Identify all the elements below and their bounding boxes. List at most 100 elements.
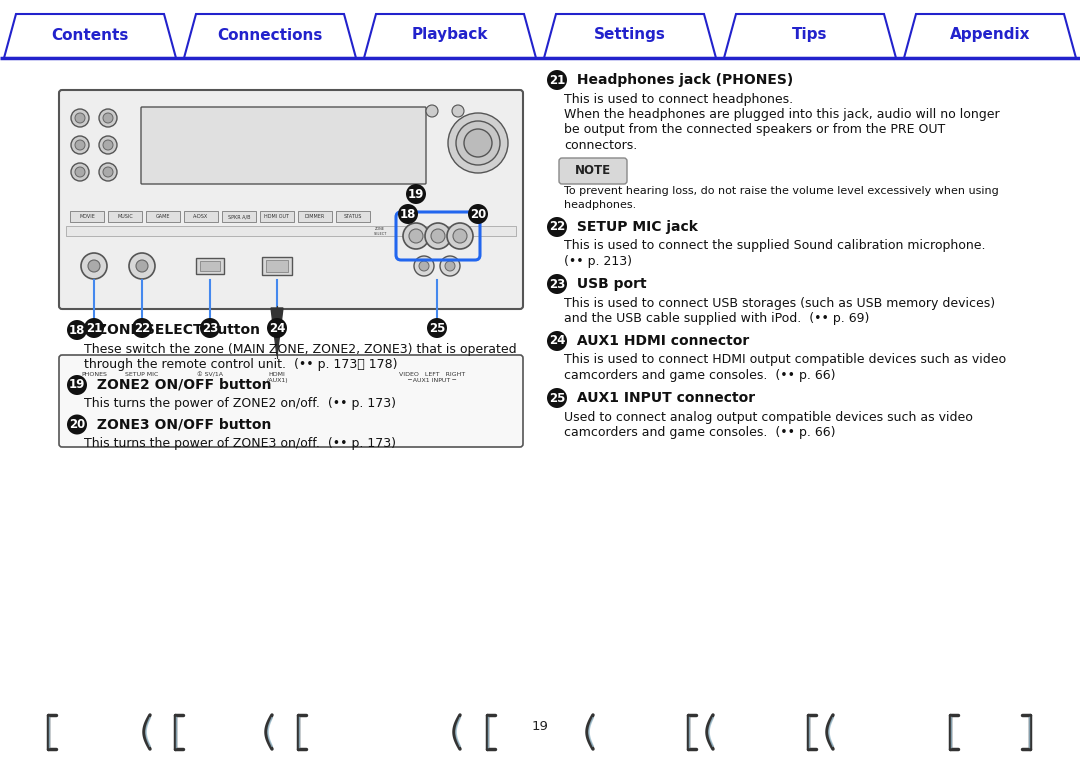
Circle shape <box>468 204 488 224</box>
Text: When the headphones are plugged into this jack, audio will no longer: When the headphones are plugged into thi… <box>564 108 1000 121</box>
Text: STATUS: STATUS <box>343 214 362 219</box>
Circle shape <box>440 256 460 276</box>
Circle shape <box>267 318 287 338</box>
Circle shape <box>75 140 85 150</box>
Circle shape <box>403 223 429 249</box>
FancyBboxPatch shape <box>141 107 426 184</box>
Text: ZONE3 ON/OFF button: ZONE3 ON/OFF button <box>92 418 271 431</box>
Circle shape <box>448 113 508 173</box>
Circle shape <box>414 256 434 276</box>
Text: Tips: Tips <box>793 27 827 43</box>
Text: A-DSX: A-DSX <box>193 214 208 219</box>
Bar <box>336 211 370 222</box>
Circle shape <box>409 229 423 243</box>
Text: 25: 25 <box>429 321 445 335</box>
Text: ZONE
SELECT: ZONE SELECT <box>374 227 387 236</box>
Circle shape <box>87 260 100 272</box>
Text: MOVIE: MOVIE <box>79 214 95 219</box>
Bar <box>195 258 224 274</box>
Text: camcorders and game consoles.  (•• p. 66): camcorders and game consoles. (•• p. 66) <box>564 426 836 439</box>
Circle shape <box>103 113 113 123</box>
Text: ① SV/1A: ① SV/1A <box>197 372 222 377</box>
Text: and the USB cable supplied with iPod.  (•• p. 69): and the USB cable supplied with iPod. (•… <box>564 312 869 325</box>
Text: Appendix: Appendix <box>949 27 1030 43</box>
Circle shape <box>453 105 464 117</box>
Polygon shape <box>271 308 283 356</box>
Circle shape <box>406 184 426 204</box>
Text: ZONE2 ON/OFF button: ZONE2 ON/OFF button <box>92 378 271 392</box>
Circle shape <box>546 274 567 294</box>
Text: 20: 20 <box>470 208 486 221</box>
Text: be output from the connected speakers or from the PRE OUT: be output from the connected speakers or… <box>564 123 945 136</box>
Text: 22: 22 <box>549 221 565 234</box>
Text: Used to connect analog output compatible devices such as video: Used to connect analog output compatible… <box>564 410 973 424</box>
Bar <box>66 227 516 237</box>
Circle shape <box>99 163 117 181</box>
Circle shape <box>546 388 567 408</box>
Text: 19: 19 <box>69 378 85 391</box>
Text: These switch the zone (MAIN ZONE, ZONE2, ZONE3) that is operated: These switch the zone (MAIN ZONE, ZONE2,… <box>84 342 516 355</box>
Text: ZONE2
ON/OFF: ZONE2 ON/OFF <box>406 227 420 236</box>
Text: This is used to connect USB storages (such as USB memory devices): This is used to connect USB storages (su… <box>564 297 995 310</box>
Bar <box>266 260 288 272</box>
Circle shape <box>99 109 117 127</box>
FancyBboxPatch shape <box>59 355 523 447</box>
Circle shape <box>200 318 220 338</box>
Text: 21: 21 <box>86 321 103 335</box>
Circle shape <box>67 415 87 435</box>
Text: Headphones jack (PHONES): Headphones jack (PHONES) <box>572 73 793 87</box>
Circle shape <box>71 163 89 181</box>
Circle shape <box>445 261 455 271</box>
Text: through the remote control unit.  (•• p. 173、 178): through the remote control unit. (•• p. … <box>84 358 397 371</box>
Text: AUX1 HDMI connector: AUX1 HDMI connector <box>572 334 750 348</box>
Text: To prevent hearing loss, do not raise the volume level excessively when using: To prevent hearing loss, do not raise th… <box>564 186 999 196</box>
FancyBboxPatch shape <box>59 90 523 309</box>
Text: MUSIC: MUSIC <box>117 214 133 219</box>
Circle shape <box>75 113 85 123</box>
Circle shape <box>132 318 152 338</box>
Bar <box>146 211 180 222</box>
Text: 23: 23 <box>549 278 565 291</box>
Text: This is used to connect headphones.: This is used to connect headphones. <box>564 93 793 106</box>
Circle shape <box>464 129 492 157</box>
Text: headphones.: headphones. <box>564 199 636 209</box>
Text: 19: 19 <box>531 721 549 734</box>
Bar <box>262 257 292 275</box>
Bar <box>70 211 104 222</box>
Text: This is used to connect the supplied Sound calibration microphone.: This is used to connect the supplied Sou… <box>564 240 986 253</box>
Circle shape <box>71 109 89 127</box>
Text: 18: 18 <box>69 323 85 336</box>
Text: 19: 19 <box>408 187 424 200</box>
Text: This turns the power of ZONE3 on/off.  (•• p. 173): This turns the power of ZONE3 on/off. (•… <box>84 437 396 450</box>
Text: HDMI
(AUX1): HDMI (AUX1) <box>266 372 287 383</box>
Text: camcorders and game consoles.  (•• p. 66): camcorders and game consoles. (•• p. 66) <box>564 369 836 382</box>
Circle shape <box>67 320 87 340</box>
Circle shape <box>84 318 104 338</box>
Circle shape <box>447 223 473 249</box>
Circle shape <box>75 167 85 177</box>
Text: 22: 22 <box>134 321 150 335</box>
Circle shape <box>103 167 113 177</box>
Bar <box>222 211 256 222</box>
Text: 23: 23 <box>202 321 218 335</box>
Text: SETUP MIC jack: SETUP MIC jack <box>572 220 698 234</box>
Text: (•• p. 213): (•• p. 213) <box>564 255 632 268</box>
Circle shape <box>419 261 429 271</box>
Text: Connections: Connections <box>217 27 323 43</box>
Circle shape <box>456 121 500 165</box>
Circle shape <box>427 318 447 338</box>
Bar <box>260 211 294 222</box>
Circle shape <box>546 331 567 351</box>
Text: Settings: Settings <box>594 27 666 43</box>
Circle shape <box>99 136 117 154</box>
Text: USB port: USB port <box>572 277 647 291</box>
Text: 21: 21 <box>549 74 565 87</box>
Text: 25: 25 <box>549 391 565 405</box>
Circle shape <box>67 375 87 395</box>
Circle shape <box>81 253 107 279</box>
Text: ZONE SELECT button: ZONE SELECT button <box>92 323 260 337</box>
Text: GAME: GAME <box>156 214 171 219</box>
Text: HDMI OUT: HDMI OUT <box>265 214 289 219</box>
Text: This is used to connect HDMI output compatible devices such as video: This is used to connect HDMI output comp… <box>564 354 1007 367</box>
Text: connectors.: connectors. <box>564 139 637 152</box>
